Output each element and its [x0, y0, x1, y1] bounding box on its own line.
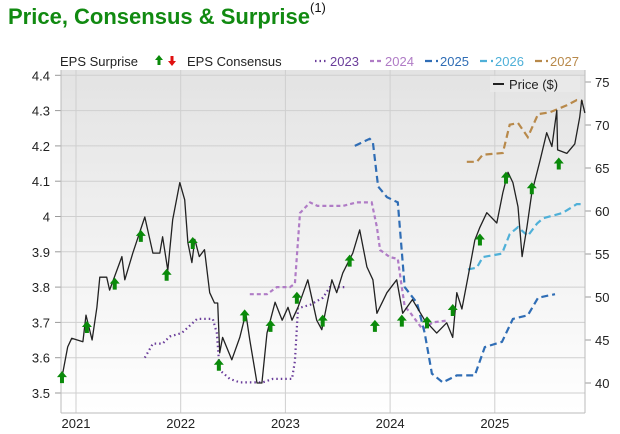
legend-price: Price ($)	[490, 76, 580, 92]
consensus-line-2026	[467, 203, 583, 271]
surprise-up-arrow-icon	[526, 182, 537, 195]
surprise-up-arrow-icon	[291, 291, 302, 304]
right-tick-label: 65	[595, 161, 609, 176]
x-tick-label: 2025	[480, 416, 509, 431]
x-tick-label: 2024	[376, 416, 405, 431]
surprise-up-arrow-icon	[369, 319, 380, 332]
left-tick-label: 4.4	[32, 68, 50, 83]
price-line	[61, 99, 586, 384]
surprise-up-arrow-icon	[474, 233, 485, 246]
consensus-line-2024	[249, 201, 447, 332]
series-layer	[56, 98, 586, 384]
legend-item-2027: 2027	[550, 54, 579, 69]
right-tick-label: 75	[595, 75, 609, 90]
chart-title-text: Price, Consensus & Surprise	[8, 4, 310, 29]
legend-up-arrow-icon	[155, 55, 163, 65]
legend-eps-surprise: EPS Surprise	[60, 54, 138, 69]
x-tick-label: 2022	[166, 416, 195, 431]
right-tick-label: 70	[595, 118, 609, 133]
surprise-up-arrow-icon	[396, 314, 407, 327]
title-footnote-marker: (1)	[310, 0, 326, 15]
plot-area	[61, 70, 585, 413]
surprise-up-arrow-icon	[447, 304, 458, 317]
legend-price-label: Price ($)	[509, 77, 558, 92]
left-tick-label: 3.7	[32, 315, 50, 330]
left-tick-label: 3.9	[32, 245, 50, 260]
gridlines	[61, 70, 585, 413]
left-tick-label: 4.3	[32, 104, 50, 119]
surprise-up-arrow-icon	[135, 229, 146, 242]
left-tick-label: 3.8	[32, 280, 50, 295]
legend-eps-consensus: EPS Consensus	[187, 54, 282, 69]
surprise-up-arrow-icon	[239, 309, 250, 322]
left-tick-label: 3.5	[32, 386, 50, 401]
axes: 2021 2022 2023 2024 2025 3.5 3.6 3.7 3.8 3.9 4 4.1 4…	[32, 68, 610, 431]
legend-item-2025: 2025	[440, 54, 469, 69]
legend: EPS Surprise EPS Consensus 2023 2024 2025 2…	[60, 54, 579, 69]
surprise-up-arrow-icon	[500, 171, 511, 184]
consensus-line-2027	[466, 98, 584, 163]
right-tick-label: 40	[595, 376, 609, 391]
legend-down-arrow-icon	[168, 56, 176, 66]
surprise-up-arrow-icon	[109, 277, 120, 290]
right-tick-label: 50	[595, 290, 609, 305]
surprise-up-arrow-icon	[344, 254, 355, 267]
surprise-up-arrow-icon	[56, 371, 67, 384]
left-tick-label: 4	[43, 210, 50, 225]
consensus-line-2025	[354, 137, 556, 384]
x-tick-label: 2021	[62, 416, 91, 431]
legend-item-2024: 2024	[385, 54, 414, 69]
surprise-up-arrow-icon	[265, 319, 276, 332]
surprise-up-arrow-icon	[213, 358, 224, 371]
legend-item-2026: 2026	[495, 54, 524, 69]
surprise-up-arrow-icon	[553, 157, 564, 170]
chart-title: Price, Consensus & Surprise(1)	[8, 0, 326, 30]
surprise-up-arrow-icon	[81, 320, 92, 333]
legend-item-2023: 2023	[330, 54, 359, 69]
left-tick-label: 3.6	[32, 351, 50, 366]
x-tick-label: 2023	[271, 416, 300, 431]
surprise-up-arrow-icon	[187, 236, 198, 249]
right-tick-label: 60	[595, 204, 609, 219]
surprise-up-arrow-icon	[161, 268, 172, 281]
right-tick-label: 45	[595, 333, 609, 348]
surprise-up-arrow-icon	[422, 316, 433, 329]
left-tick-label: 4.2	[32, 139, 50, 154]
right-tick-label: 55	[595, 247, 609, 262]
surprise-up-arrow-icon	[317, 314, 328, 327]
left-tick-label: 4.1	[32, 174, 50, 189]
